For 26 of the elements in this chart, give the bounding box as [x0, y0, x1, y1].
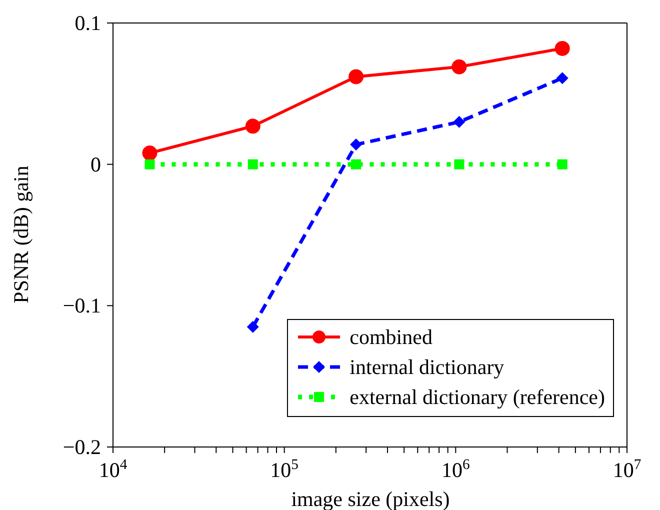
y-axis-title: PSNR (dB) gain: [9, 165, 33, 304]
point: [452, 59, 467, 74]
y-tick-label: −0.1: [62, 294, 101, 318]
point: [142, 146, 158, 161]
legend-label: combined: [350, 324, 432, 350]
legend-label: external dictionary (reference): [350, 384, 605, 410]
y-tick-label: −0.2: [62, 435, 101, 459]
point: [246, 320, 259, 333]
x-tick-label: 10$^{4}$: [98, 457, 128, 482]
point: [248, 159, 258, 170]
point: [350, 138, 362, 151]
x-tick-label: 10$^{5}$: [270, 457, 299, 482]
point: [554, 40, 570, 56]
point: [556, 72, 568, 84]
point: [454, 159, 464, 170]
point: [348, 69, 364, 84]
point: [453, 116, 466, 128]
point: [557, 159, 568, 170]
legend-label: internal dictionary: [350, 354, 504, 380]
y-tick-label: 0.1: [74, 11, 101, 35]
x-tick-label: 10$^{7}$: [612, 457, 642, 482]
point: [351, 159, 362, 170]
x-tick-label: 10$^{6}$: [441, 457, 470, 482]
y-tick-label: 0: [90, 152, 101, 176]
point: [245, 118, 260, 134]
point: [144, 159, 155, 170]
